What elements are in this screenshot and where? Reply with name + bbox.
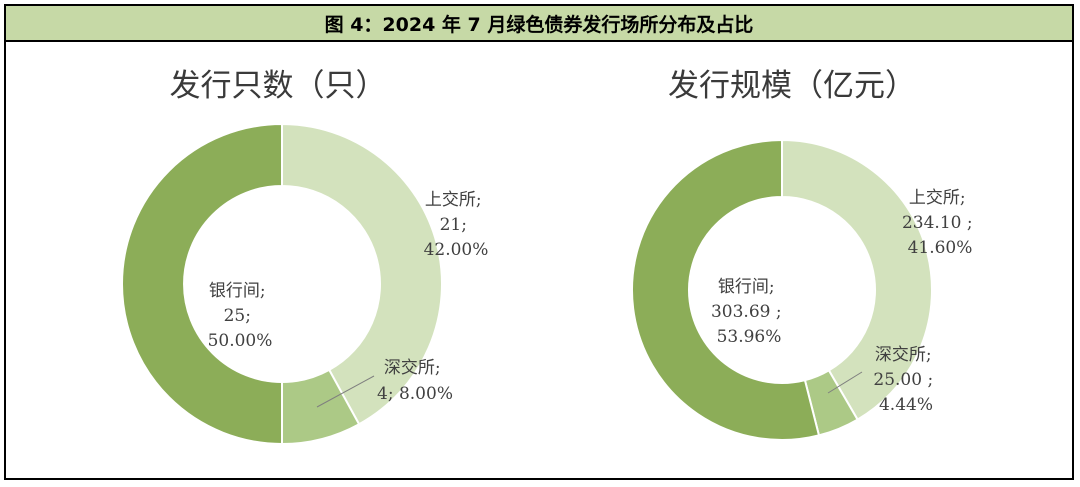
- figure-frame: 图 4：2024 年 7 月绿色债券发行场所分布及占比: [4, 4, 1074, 480]
- label-scale-banks: 银行间; 303.69 ; 53.96%: [711, 277, 787, 347]
- label-scale-szse: 深交所; 25.00 ; 4.44%: [873, 345, 938, 415]
- donut-count: [121, 122, 443, 446]
- label-count-banks: 银行间; 25; 50.00%: [208, 281, 273, 351]
- label-count-sse: 上交所; 21; 42.00%: [424, 190, 489, 260]
- slice-scale-sse: [781, 138, 933, 421]
- label-count-szse: 深交所; 4; 8.00%: [377, 358, 453, 404]
- donut-scale: [631, 138, 933, 441]
- labels-scale: 上交所; 234.10 ; 41.60% 深交所; 25.00 ; 4.44% …: [711, 188, 978, 415]
- chart-title-scale: 发行规模（亿元）: [668, 68, 916, 104]
- label-scale-sse: 上交所; 234.10 ; 41.60%: [902, 188, 978, 258]
- figure-title: 图 4：2024 年 7 月绿色债券发行场所分布及占比: [6, 6, 1072, 42]
- slice-scale-banks: [631, 138, 821, 441]
- slice-count-banks: [121, 122, 283, 446]
- labels-count: 上交所; 21; 42.00% 深交所; 4; 8.00% 银行间; 25; 5…: [208, 190, 489, 408]
- leader-line-count-szse: [316, 375, 375, 408]
- chart-title-count: 发行只数（只）: [170, 68, 387, 104]
- slice-count-sse: [281, 122, 443, 426]
- leader-line-scale-szse: [827, 371, 863, 394]
